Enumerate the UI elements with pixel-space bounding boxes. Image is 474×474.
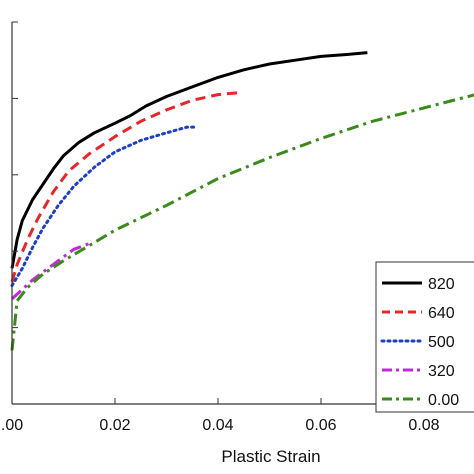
- x-tick-label: 0.08: [408, 417, 439, 434]
- x-tick-label: .00: [1, 417, 23, 434]
- x-tick-label: 0.06: [305, 417, 336, 434]
- legend: 820 640 500 320 0.00: [375, 261, 474, 413]
- series-line-0: [10, 51, 368, 269]
- legend-label-0: 820: [428, 276, 455, 293]
- legend-items: 820 640 500 320 0.00: [380, 276, 459, 409]
- series-line-3: [10, 242, 90, 301]
- x-axis-title: Plastic Strain: [221, 447, 320, 466]
- series-line-4: [10, 93, 474, 351]
- x-tick-label: 0.02: [99, 417, 130, 434]
- legend-label-3: 320: [428, 363, 455, 380]
- series-line-1: [10, 91, 239, 283]
- series-layer: [10, 51, 474, 351]
- series-line-2: [10, 125, 199, 288]
- legend-box: [375, 261, 474, 413]
- legend-label-4: 0.00: [428, 392, 459, 409]
- legend-label-1: 640: [428, 305, 455, 322]
- legend-label-2: 500: [428, 334, 455, 351]
- x-tick-label: 0.04: [202, 417, 233, 434]
- ticks-layer: .00 0.02 0.04 0.06 0.08: [1, 21, 440, 434]
